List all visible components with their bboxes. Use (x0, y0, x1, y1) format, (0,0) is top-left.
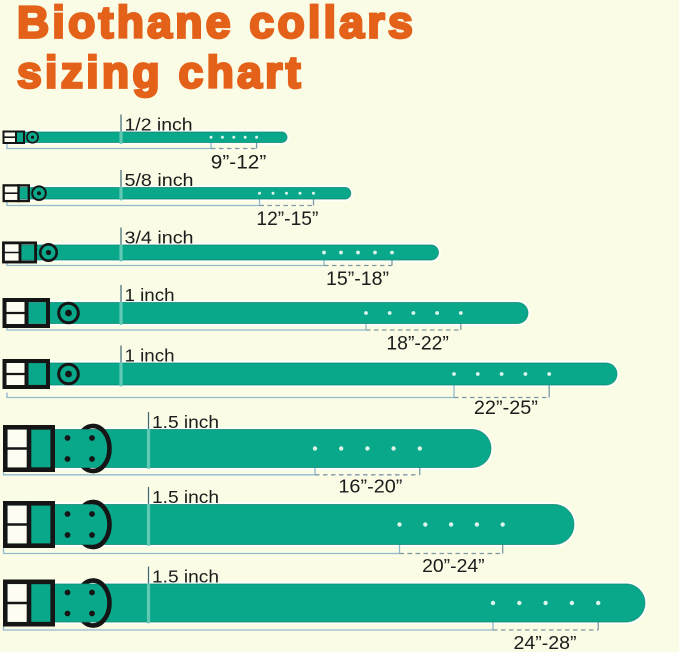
svg-text:24”-28”: 24”-28” (514, 632, 577, 652)
svg-text:22”-25”: 22”-25” (474, 397, 538, 419)
svg-text:16”-20”: 16”-20” (338, 476, 402, 497)
svg-text:15”-18”: 15”-18” (326, 268, 389, 290)
svg-text:Biothane collars: Biothane collars (17, 0, 416, 48)
svg-text:20”-24”: 20”-24” (422, 555, 485, 576)
svg-text:18”-22”: 18”-22” (386, 333, 449, 355)
svg-text:1 inch: 1 inch (125, 285, 175, 305)
svg-text:1.5 inch: 1.5 inch (152, 487, 219, 507)
svg-text:sizing chart: sizing chart (17, 49, 304, 98)
svg-text:1.5 inch: 1.5 inch (152, 567, 219, 587)
svg-text:1/2 inch: 1/2 inch (125, 115, 193, 135)
svg-text:12”-15”: 12”-15” (256, 208, 318, 230)
svg-text:1 inch: 1 inch (125, 346, 175, 366)
svg-text:5/8 inch: 5/8 inch (125, 170, 194, 190)
svg-text:9”-12”: 9”-12” (211, 152, 266, 174)
svg-text:1.5 inch: 1.5 inch (152, 412, 219, 432)
svg-text:3/4 inch: 3/4 inch (125, 228, 194, 248)
